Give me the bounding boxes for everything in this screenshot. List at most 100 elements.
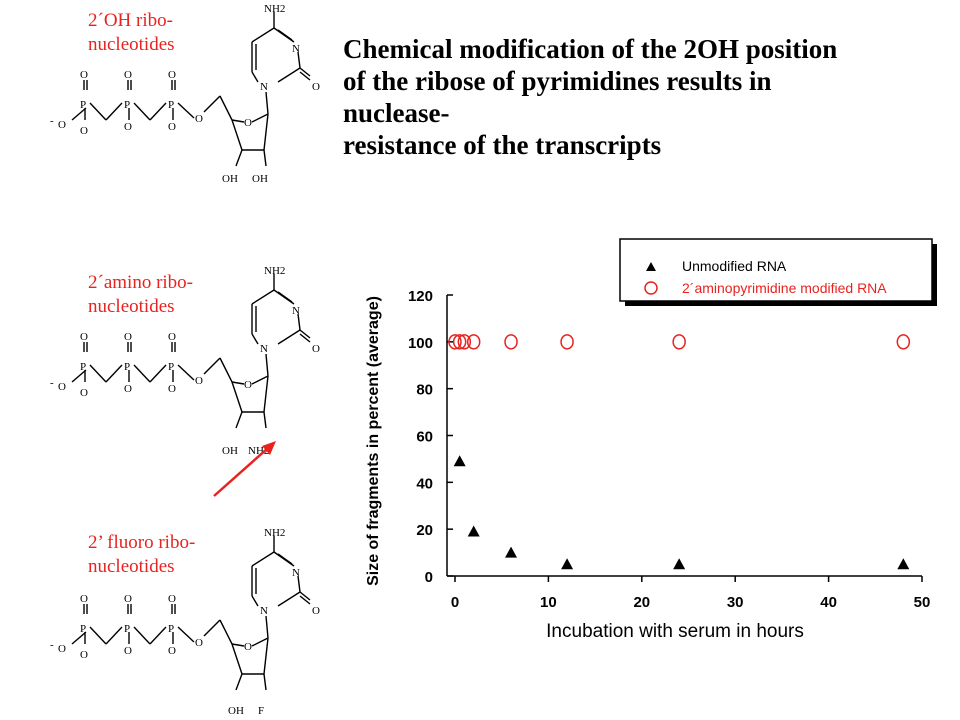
svg-text:O: O bbox=[80, 69, 88, 81]
svg-text:O: O bbox=[58, 381, 66, 393]
label-2fluoro-line1: 2’ fluoro ribo- bbox=[88, 532, 196, 553]
svg-text:O: O bbox=[124, 383, 132, 395]
modified-rna-point bbox=[504, 334, 518, 350]
svg-text:O: O bbox=[168, 383, 176, 395]
y-tick-label: 120 bbox=[408, 288, 433, 305]
label-2amino-line2: nucleotides bbox=[88, 296, 175, 317]
svg-text:N: N bbox=[260, 343, 268, 355]
modified-rna-point bbox=[672, 334, 686, 350]
modified-rna-point bbox=[896, 334, 911, 350]
y-tick-label: 0 bbox=[425, 569, 433, 586]
label-2amino-line1: 2´amino ribo- bbox=[88, 272, 194, 293]
svg-text:O: O bbox=[58, 119, 66, 131]
svg-text:P: P bbox=[168, 99, 174, 111]
title-line-4: resistance of the transcripts bbox=[343, 130, 662, 160]
title-line-3: nuclease- bbox=[343, 98, 450, 128]
label-2oh-line1: 2´OH ribo- bbox=[88, 10, 173, 31]
svg-text:O: O bbox=[80, 593, 88, 605]
svg-text:F: F bbox=[258, 705, 264, 717]
label-2amino: 2´amino ribo- nucleotides bbox=[88, 271, 193, 319]
svg-text:OH: OH bbox=[252, 173, 268, 185]
molecule-2amino-ribonucleotide: - O P P P O O O O O O O O N N O NH2 OH N… bbox=[50, 265, 320, 457]
data-points bbox=[448, 334, 911, 570]
svg-text:O: O bbox=[244, 379, 252, 391]
x-tick-label: 20 bbox=[633, 594, 650, 611]
svg-text:P: P bbox=[80, 623, 86, 635]
legend-unmodified-label: Unmodified RNA bbox=[682, 258, 787, 274]
unmodified-rna-point bbox=[897, 558, 910, 570]
legend-triangle-marker bbox=[646, 262, 656, 271]
y-tick-label: 60 bbox=[416, 429, 433, 446]
svg-text:NH2: NH2 bbox=[264, 527, 285, 539]
legend-modified-label: 2´aminopyrimidine modified RNA bbox=[682, 280, 887, 296]
unmodified-rna-point bbox=[467, 525, 480, 537]
chart-legend: Unmodified RNA 2´aminopyrimidine modifie… bbox=[619, 238, 937, 306]
svg-text:N: N bbox=[260, 605, 268, 617]
modified-rna-point bbox=[466, 334, 481, 350]
label-2fluoro-line2: nucleotides bbox=[88, 556, 175, 577]
svg-text:P: P bbox=[124, 99, 130, 111]
molecule-2oh-ribonucleotide: - O P P P O O O O O O O O N N O NH2 OH O… bbox=[50, 3, 320, 185]
svg-text:-: - bbox=[50, 377, 54, 389]
svg-text:O: O bbox=[58, 643, 66, 655]
x-tick-label: 50 bbox=[914, 594, 931, 611]
svg-text:O: O bbox=[124, 69, 132, 81]
svg-text:O: O bbox=[124, 331, 132, 343]
label-2fluoro: 2’ fluoro ribo- nucleotides bbox=[88, 531, 195, 579]
slide-title: Chemical modification of the 2OH positio… bbox=[343, 33, 943, 161]
svg-text:P: P bbox=[124, 623, 130, 635]
svg-text:O: O bbox=[244, 117, 252, 129]
y-tick-label: 40 bbox=[416, 475, 433, 492]
svg-text:N: N bbox=[292, 567, 300, 579]
y-tick-label: 20 bbox=[416, 522, 433, 539]
svg-text:OH: OH bbox=[222, 173, 238, 185]
unmodified-rna-point bbox=[561, 558, 574, 570]
x-tick-label: 30 bbox=[727, 594, 744, 611]
svg-text:P: P bbox=[168, 361, 174, 373]
svg-text:O: O bbox=[80, 125, 88, 137]
modified-rna-point bbox=[448, 334, 462, 350]
svg-text:NH2: NH2 bbox=[264, 265, 285, 277]
svg-text:P: P bbox=[80, 361, 86, 373]
svg-text:O: O bbox=[168, 331, 176, 343]
unmodified-rna-point bbox=[673, 558, 686, 570]
svg-text:N: N bbox=[260, 81, 268, 93]
svg-text:O: O bbox=[80, 331, 88, 343]
svg-text:O: O bbox=[312, 605, 320, 617]
legend-circle-marker bbox=[644, 281, 658, 295]
svg-text:-: - bbox=[50, 115, 54, 127]
svg-text:P: P bbox=[80, 99, 86, 111]
svg-text:O: O bbox=[124, 121, 132, 133]
svg-text:O: O bbox=[168, 645, 176, 657]
svg-text:O: O bbox=[80, 649, 88, 661]
svg-text:O: O bbox=[124, 593, 132, 605]
svg-text:O: O bbox=[312, 81, 320, 93]
highlight-arrow bbox=[213, 441, 276, 497]
label-2oh-line2: nucleotides bbox=[88, 34, 175, 55]
svg-text:O: O bbox=[168, 593, 176, 605]
svg-text:O: O bbox=[195, 113, 203, 125]
svg-text:O: O bbox=[80, 387, 88, 399]
title-line-1: Chemical modification of the 2OH positio… bbox=[343, 34, 838, 64]
svg-text:OH: OH bbox=[222, 445, 238, 457]
modified-rna-point bbox=[457, 334, 472, 350]
x-tick-label: 10 bbox=[540, 594, 557, 611]
svg-text:O: O bbox=[168, 121, 176, 133]
x-tick-label: 0 bbox=[451, 594, 459, 611]
label-2oh: 2´OH ribo- nucleotides bbox=[88, 9, 175, 57]
y-tick-label: 80 bbox=[416, 382, 433, 399]
svg-text:O: O bbox=[168, 69, 176, 81]
svg-text:P: P bbox=[124, 361, 130, 373]
y-tick-label: 100 bbox=[408, 335, 433, 352]
svg-text:O: O bbox=[244, 641, 252, 653]
molecule-2fluoro-ribonucleotide: - O P P P O O O O O O O O N N O NH2 OH F bbox=[50, 527, 320, 717]
axis-ticks: 0 20 40 60 80 100 120 0 10 20 30 40 50 bbox=[408, 288, 930, 611]
svg-text:O: O bbox=[312, 343, 320, 355]
modified-rna-point bbox=[560, 334, 574, 350]
unmodified-rna-point bbox=[505, 546, 518, 558]
svg-text:O: O bbox=[195, 375, 203, 387]
svg-text:NH2: NH2 bbox=[264, 3, 285, 15]
svg-text:O: O bbox=[124, 645, 132, 657]
